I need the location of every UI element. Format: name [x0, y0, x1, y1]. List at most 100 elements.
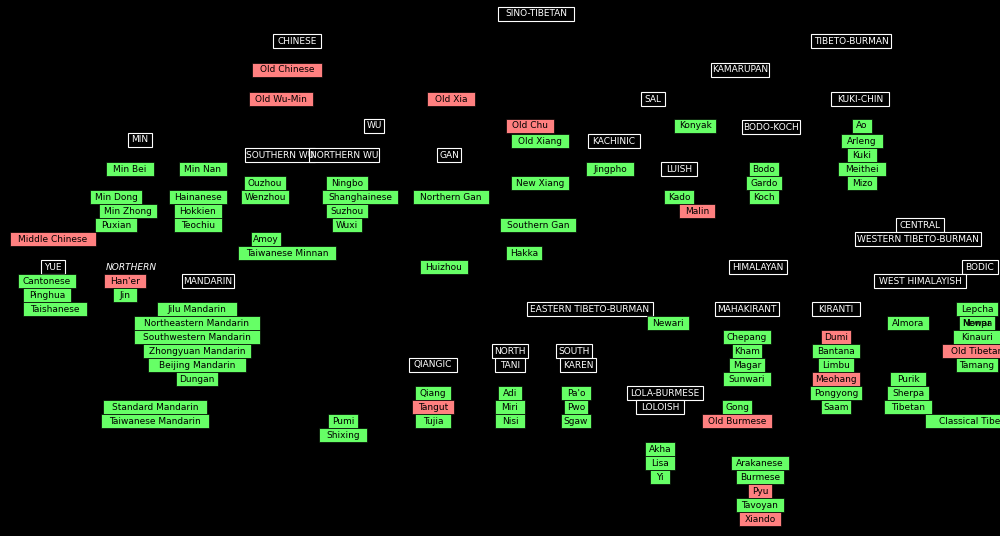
FancyBboxPatch shape: [415, 414, 451, 428]
Text: Taiwanese Mandarin: Taiwanese Mandarin: [109, 416, 201, 426]
FancyBboxPatch shape: [500, 218, 576, 232]
FancyBboxPatch shape: [884, 400, 932, 414]
FancyBboxPatch shape: [890, 372, 926, 386]
Text: Mizo: Mizo: [852, 178, 872, 188]
FancyBboxPatch shape: [420, 260, 468, 274]
FancyBboxPatch shape: [492, 344, 528, 358]
FancyBboxPatch shape: [812, 372, 860, 386]
Text: Purik: Purik: [897, 375, 919, 383]
FancyBboxPatch shape: [412, 400, 454, 414]
FancyBboxPatch shape: [748, 484, 772, 498]
Text: WU: WU: [366, 122, 382, 130]
FancyBboxPatch shape: [273, 34, 321, 48]
Text: YUE: YUE: [44, 263, 62, 272]
FancyBboxPatch shape: [812, 344, 860, 358]
FancyBboxPatch shape: [847, 148, 877, 162]
FancyBboxPatch shape: [956, 302, 998, 316]
FancyBboxPatch shape: [811, 34, 891, 48]
Text: Southwestern Mandarin: Southwestern Mandarin: [143, 332, 251, 341]
FancyBboxPatch shape: [723, 330, 771, 344]
Text: Classical Tibetan: Classical Tibetan: [939, 416, 1000, 426]
Text: Meohang: Meohang: [815, 375, 857, 383]
Text: Bodo: Bodo: [753, 165, 775, 174]
Text: Shanghainese: Shanghainese: [328, 192, 392, 202]
Text: NORTHERN: NORTHERN: [105, 263, 157, 272]
Text: BODIC: BODIC: [966, 263, 994, 272]
Text: SAL: SAL: [644, 94, 662, 103]
FancyBboxPatch shape: [749, 162, 779, 176]
FancyBboxPatch shape: [838, 162, 886, 176]
FancyBboxPatch shape: [749, 190, 779, 204]
Text: Taiwanese Minnan: Taiwanese Minnan: [246, 249, 328, 257]
Text: EASTERN TIBETO-BURMAN: EASTERN TIBETO-BURMAN: [530, 304, 650, 314]
Text: MAHAKIRANT: MAHAKIRANT: [717, 304, 777, 314]
FancyBboxPatch shape: [498, 386, 522, 400]
Text: Tamang: Tamang: [959, 361, 995, 369]
Text: Nisi: Nisi: [502, 416, 518, 426]
FancyBboxPatch shape: [812, 302, 860, 316]
FancyBboxPatch shape: [661, 162, 697, 176]
Text: Kuki: Kuki: [852, 151, 872, 160]
FancyBboxPatch shape: [176, 372, 218, 386]
Text: Northeastern Mandarin: Northeastern Mandarin: [144, 318, 250, 327]
FancyBboxPatch shape: [10, 232, 96, 246]
Text: GAN: GAN: [439, 151, 459, 160]
Text: Old Burmese: Old Burmese: [708, 416, 766, 426]
FancyBboxPatch shape: [113, 288, 137, 302]
Text: Arakanese: Arakanese: [736, 458, 784, 467]
Text: Tavoyan: Tavoyan: [742, 501, 778, 510]
FancyBboxPatch shape: [627, 386, 703, 400]
FancyBboxPatch shape: [252, 63, 322, 77]
Text: Gong: Gong: [725, 403, 749, 412]
Text: Newar: Newar: [962, 318, 992, 327]
FancyBboxPatch shape: [818, 358, 854, 372]
FancyBboxPatch shape: [506, 119, 554, 133]
FancyBboxPatch shape: [245, 148, 315, 162]
Text: Kinauri: Kinauri: [961, 332, 993, 341]
FancyBboxPatch shape: [746, 176, 782, 190]
Text: NORTH: NORTH: [494, 346, 526, 355]
FancyBboxPatch shape: [731, 456, 789, 470]
FancyBboxPatch shape: [732, 344, 762, 358]
Text: Yi: Yi: [656, 473, 664, 481]
Text: KAMARUPAN: KAMARUPAN: [712, 65, 768, 75]
Text: Cantonese: Cantonese: [23, 277, 71, 286]
FancyBboxPatch shape: [249, 92, 313, 106]
FancyBboxPatch shape: [711, 63, 769, 77]
Text: Teochiu: Teochiu: [181, 220, 215, 229]
Text: Akha: Akha: [649, 444, 671, 453]
FancyBboxPatch shape: [413, 190, 489, 204]
Text: Min Nan: Min Nan: [184, 165, 222, 174]
FancyBboxPatch shape: [561, 386, 591, 400]
FancyBboxPatch shape: [179, 162, 227, 176]
FancyBboxPatch shape: [326, 204, 368, 218]
Text: Min Bei: Min Bei: [113, 165, 147, 174]
FancyBboxPatch shape: [103, 400, 207, 414]
Text: Puxian: Puxian: [101, 220, 131, 229]
FancyBboxPatch shape: [821, 400, 851, 414]
FancyBboxPatch shape: [326, 176, 368, 190]
FancyBboxPatch shape: [106, 162, 154, 176]
Text: Limbu: Limbu: [822, 361, 850, 369]
Text: SOUTH: SOUTH: [558, 346, 590, 355]
FancyBboxPatch shape: [810, 386, 862, 400]
Text: Qiang: Qiang: [420, 389, 446, 398]
Text: Beijing Mandarin: Beijing Mandarin: [159, 361, 235, 369]
FancyBboxPatch shape: [841, 134, 883, 148]
FancyBboxPatch shape: [309, 148, 379, 162]
Text: Min Zhong: Min Zhong: [104, 206, 152, 215]
FancyBboxPatch shape: [415, 386, 451, 400]
Text: Miri: Miri: [502, 403, 518, 412]
Text: SOUTHERN WU: SOUTHERN WU: [246, 151, 314, 160]
Text: New Xiang: New Xiang: [516, 178, 564, 188]
Text: TANI: TANI: [500, 361, 520, 369]
FancyBboxPatch shape: [157, 302, 237, 316]
FancyBboxPatch shape: [174, 204, 222, 218]
FancyBboxPatch shape: [128, 133, 152, 147]
FancyBboxPatch shape: [23, 302, 87, 316]
Text: Taishanese: Taishanese: [30, 304, 80, 314]
Text: LOLA-BURMESE: LOLA-BURMESE: [630, 389, 700, 398]
FancyBboxPatch shape: [953, 330, 1000, 344]
Text: KIRANTI: KIRANTI: [818, 304, 854, 314]
FancyBboxPatch shape: [959, 316, 995, 330]
